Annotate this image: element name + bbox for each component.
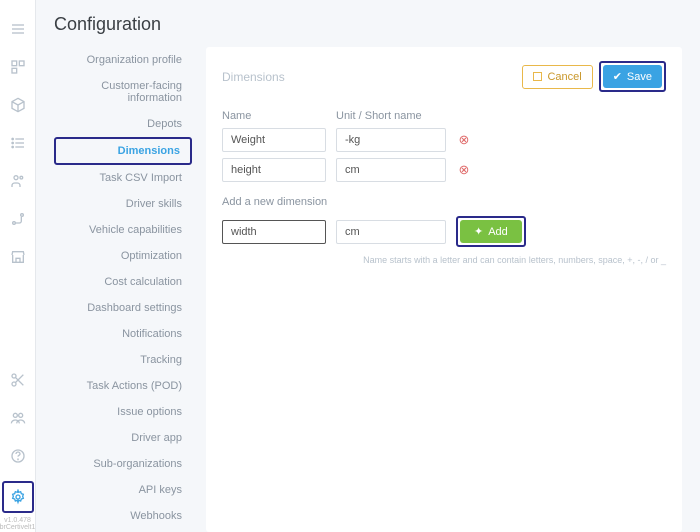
config-sidenav: Organization profile Customer-facing inf…: [54, 47, 192, 532]
sidenav-item-sub-orgs[interactable]: Sub-organizations: [54, 451, 192, 477]
sidenav-item-notifications[interactable]: Notifications: [54, 321, 192, 347]
dimension-unit-input[interactable]: [336, 128, 446, 152]
check-icon: ✔: [613, 70, 622, 83]
sidenav-item-org-profile[interactable]: Organization profile: [54, 47, 192, 73]
add-button[interactable]: ✦ Add: [460, 220, 522, 243]
sidenav-item-optimization[interactable]: Optimization: [54, 243, 192, 269]
sidenav-item-depots[interactable]: Depots: [54, 111, 192, 137]
page-title: Configuration: [54, 14, 682, 35]
sidenav-item-task-actions[interactable]: Task Actions (POD): [54, 373, 192, 399]
sidenav-item-dashboard-settings[interactable]: Dashboard settings: [54, 295, 192, 321]
cancel-label: Cancel: [547, 71, 581, 83]
route-icon[interactable]: [8, 209, 28, 229]
sidenav-item-webhooks[interactable]: Webhooks: [54, 503, 192, 529]
sidenav-item-dimensions[interactable]: Dimensions: [54, 137, 192, 165]
save-button[interactable]: ✔ Save: [603, 65, 662, 88]
version-label: v1.0.478 brCertivelt1: [0, 517, 35, 532]
sidenav-item-tracking[interactable]: Tracking: [54, 347, 192, 373]
sidenav-item-issue-options[interactable]: Issue options: [54, 399, 192, 425]
cancel-button[interactable]: Cancel: [522, 65, 592, 89]
dimension-name-input[interactable]: [222, 158, 326, 182]
sidenav-item-driver-app[interactable]: Driver app: [54, 425, 192, 451]
dimension-name-input[interactable]: [222, 128, 326, 152]
dimension-unit-input[interactable]: [336, 158, 446, 182]
scissors-icon[interactable]: [8, 370, 28, 390]
save-label: Save: [627, 71, 652, 83]
sidenav-item-cost-calc[interactable]: Cost calculation: [54, 269, 192, 295]
col-header-unit: Unit / Short name: [336, 110, 446, 122]
panel-heading: Dimensions: [222, 70, 285, 84]
add-dimension-row: ✦ Add: [222, 216, 666, 247]
plus-icon: ✦: [474, 225, 483, 238]
cancel-icon: [533, 72, 542, 81]
list-icon[interactable]: [8, 133, 28, 153]
sidenav-item-task-csv[interactable]: Task CSV Import: [54, 165, 192, 191]
add-label: Add: [488, 226, 508, 238]
gear-icon[interactable]: [8, 487, 28, 507]
icon-sidebar: v1.0.478 brCertivelt1: [0, 0, 36, 532]
team-icon[interactable]: [8, 408, 28, 428]
menu-icon[interactable]: [8, 19, 28, 39]
delete-icon[interactable]: ⊗: [456, 132, 472, 148]
package-icon[interactable]: [8, 95, 28, 115]
store-icon[interactable]: [8, 247, 28, 267]
sidenav-item-customer-info[interactable]: Customer-facing information: [54, 73, 192, 111]
dimensions-panel: Dimensions Cancel ✔ Save Name Unit / Shor…: [206, 47, 682, 532]
hint-text: Name starts with a letter and can contai…: [222, 255, 666, 265]
dimension-row: ⊗: [222, 128, 666, 152]
add-dimension-label: Add a new dimension: [222, 196, 666, 208]
delete-icon[interactable]: ⊗: [456, 162, 472, 178]
new-dimension-unit-input[interactable]: [336, 220, 446, 244]
sidenav-item-api-keys[interactable]: API keys: [54, 477, 192, 503]
dimension-row: ⊗: [222, 158, 666, 182]
help-icon[interactable]: [8, 446, 28, 466]
save-highlight: ✔ Save: [599, 61, 666, 92]
dashboard-icon[interactable]: [8, 57, 28, 77]
col-header-name: Name: [222, 110, 326, 122]
users-icon[interactable]: [8, 171, 28, 191]
sidenav-item-vehicle-cap[interactable]: Vehicle capabilities: [54, 217, 192, 243]
add-highlight: ✦ Add: [456, 216, 526, 247]
settings-highlight: [2, 481, 34, 513]
sidenav-item-driver-skills[interactable]: Driver skills: [54, 191, 192, 217]
new-dimension-name-input[interactable]: [222, 220, 326, 244]
